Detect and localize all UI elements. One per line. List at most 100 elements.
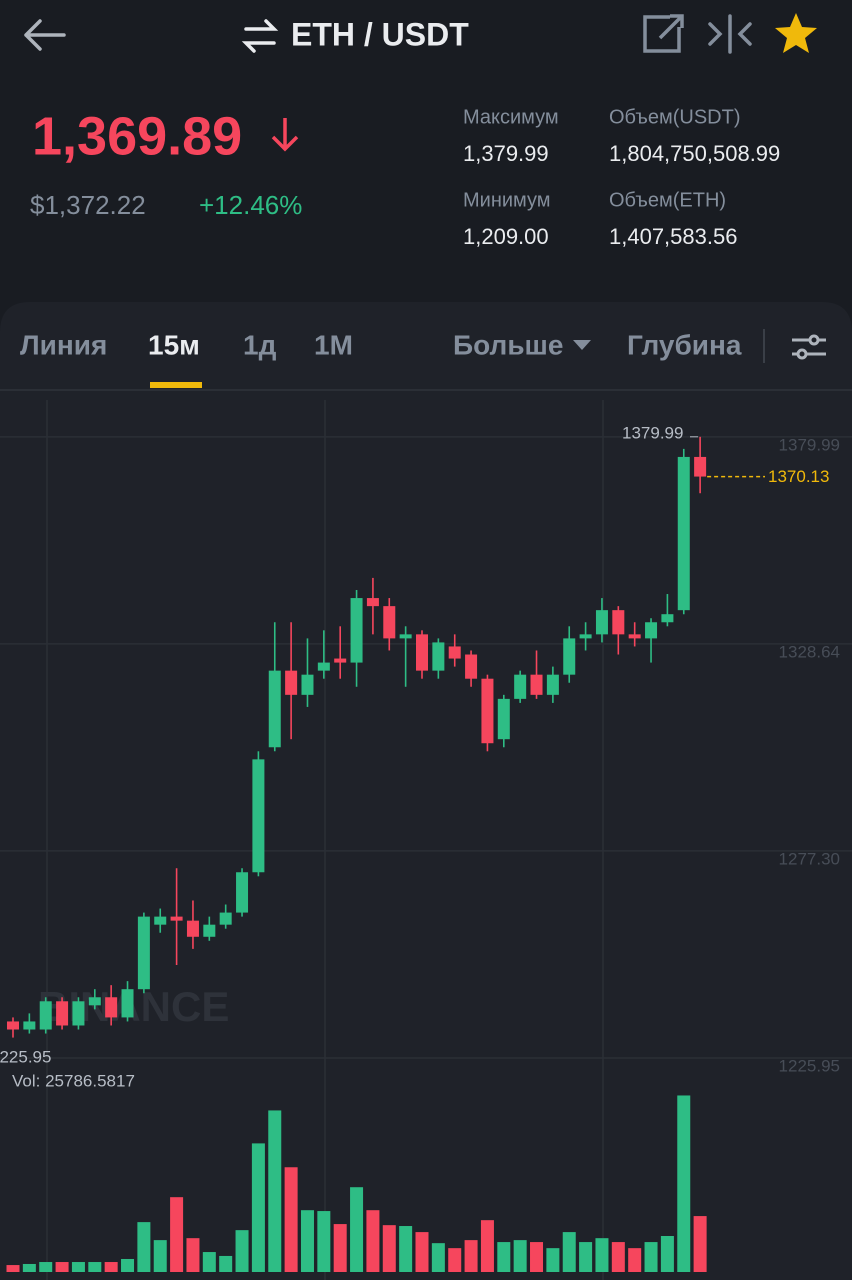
stat-value: 1,407,583.56	[609, 224, 737, 249]
settings-icon[interactable]	[792, 334, 826, 360]
stat-label: Объем(ETH)	[609, 189, 726, 211]
max-label: 1379.99	[622, 423, 683, 442]
pair-title: ETH / USDT	[291, 16, 469, 52]
candle-body	[56, 1001, 69, 1026]
tab[interactable]: Глубина	[627, 329, 742, 360]
volume-bar	[399, 1226, 413, 1272]
tab-underline	[150, 382, 202, 388]
candle-body	[514, 674, 527, 699]
candle-body	[252, 759, 265, 873]
volume-bar	[55, 1262, 69, 1272]
tab[interactable]: 1М	[314, 329, 353, 360]
volume-bar	[153, 1240, 167, 1272]
volume-bar	[366, 1210, 380, 1272]
candle-body	[612, 610, 625, 635]
candle-body	[350, 598, 363, 663]
candle-body	[105, 997, 118, 1018]
candle-body	[268, 670, 281, 748]
volume-bar	[431, 1243, 445, 1272]
min-label: 1225.95	[0, 1047, 51, 1066]
volume-bar	[448, 1248, 462, 1272]
volume-bar	[562, 1232, 576, 1272]
volume-bar	[202, 1252, 216, 1272]
volume-bar	[219, 1255, 233, 1272]
candle-body	[186, 920, 199, 937]
separator	[763, 329, 765, 363]
volume-bar	[170, 1197, 184, 1272]
plot: 1379.99 1225.95 1370.13 Vol: 25786.5817	[0, 423, 829, 1272]
candle-body	[236, 872, 249, 913]
candle-body	[579, 634, 592, 639]
volume-bar	[6, 1265, 20, 1272]
candle-body	[383, 606, 396, 639]
candle-body	[546, 674, 559, 695]
volume-bar	[71, 1262, 85, 1272]
chart-panel	[0, 302, 852, 1280]
candle-body	[121, 989, 134, 1018]
candle-body	[301, 674, 314, 695]
candle-body	[628, 634, 641, 639]
volume-bar	[513, 1240, 527, 1272]
candle-body	[677, 456, 690, 611]
volume-bar	[415, 1232, 429, 1272]
volume-bar	[235, 1230, 249, 1272]
y-tick-label: 1225.95	[779, 1056, 840, 1075]
candle-body	[481, 678, 494, 744]
y-tick-label: 1277.30	[779, 849, 840, 868]
candle-body	[563, 638, 576, 675]
tab[interactable]: 1д	[243, 329, 277, 360]
stat-value: 1,379.99	[463, 141, 549, 166]
stat-label: Максимум	[463, 106, 559, 128]
candle-body	[661, 614, 674, 623]
stat-label: Минимум	[463, 189, 551, 211]
y-tick-label: 1328.64	[779, 642, 840, 661]
candle-body	[317, 662, 330, 671]
volume-bar	[480, 1220, 494, 1272]
volume-bar	[660, 1236, 674, 1272]
candle-body	[497, 698, 510, 740]
down-arrow	[271, 118, 299, 152]
stat-value: 1,804,750,508.99	[609, 141, 780, 166]
volume-bar	[39, 1262, 53, 1272]
candle-body	[530, 674, 543, 695]
tab[interactable]: Линия	[20, 329, 107, 360]
volume-bar	[22, 1263, 36, 1272]
volume-bar	[382, 1225, 396, 1272]
candle-body	[595, 610, 608, 635]
volume-bar	[693, 1216, 707, 1272]
candle-body	[334, 658, 347, 663]
volume-bar	[546, 1248, 560, 1272]
compare-icon[interactable]	[708, 14, 752, 54]
volume-bar	[251, 1143, 265, 1272]
candle-body	[154, 916, 167, 925]
volume-bar	[350, 1187, 364, 1272]
tab-active[interactable]: 15м	[148, 329, 200, 360]
volume-bar	[317, 1211, 331, 1272]
back-button[interactable]	[24, 19, 66, 51]
candle-body	[7, 1021, 19, 1030]
volume-bar	[497, 1242, 511, 1272]
y-tick-label: 1379.99	[779, 435, 840, 454]
volume-bar	[464, 1240, 478, 1272]
tab[interactable]: Больше	[453, 329, 563, 360]
share-icon[interactable]	[643, 14, 684, 53]
candle-body	[285, 670, 298, 695]
volume-bar	[644, 1242, 658, 1272]
volume-bar	[611, 1242, 625, 1272]
stat-value: 1,209.00	[463, 224, 549, 249]
dropdown-caret	[573, 340, 591, 350]
volume-bar	[88, 1262, 102, 1272]
candle-body	[465, 654, 478, 679]
volume-bar	[595, 1238, 609, 1272]
candle-body	[366, 598, 379, 607]
candle-body	[137, 916, 150, 990]
candle-body	[219, 912, 232, 925]
watermark: BINANCE	[38, 983, 229, 1030]
swap-icon[interactable]	[241, 19, 279, 53]
grid: BINANCE 1379.99 1328.64 1277.30 1225.95	[0, 400, 852, 1280]
stat-label: Объем(USDT)	[609, 106, 740, 128]
volume-bar	[677, 1095, 691, 1272]
favorite-star[interactable]	[775, 13, 817, 53]
candle-body	[448, 646, 461, 659]
